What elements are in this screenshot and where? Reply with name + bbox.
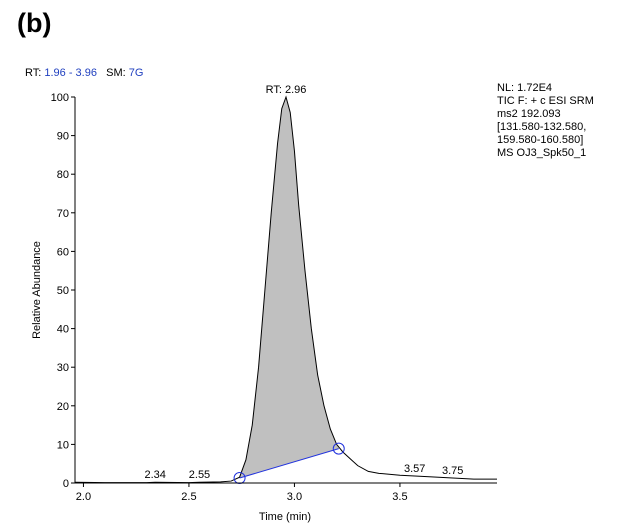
y-tick-label: 90 bbox=[57, 131, 69, 143]
x-tick-label: 2.0 bbox=[76, 491, 91, 503]
peak-label: 3.75 bbox=[442, 465, 463, 477]
integrated-peak-area bbox=[239, 97, 339, 478]
peak-label: 3.57 bbox=[404, 463, 425, 475]
info-line: NL: 1.72E4 bbox=[497, 82, 553, 94]
y-tick-label: 0 bbox=[63, 478, 69, 490]
y-tick-label: 40 bbox=[57, 324, 69, 336]
x-tick-label: 3.0 bbox=[287, 491, 302, 503]
panel-label: (b) bbox=[17, 8, 52, 38]
scan-info: NL: 1.72E4 TIC F: + c ESI SRM ms2 192.09… bbox=[497, 82, 594, 160]
y-tick-label: 80 bbox=[57, 169, 69, 181]
x-axis-label: Time (min) bbox=[259, 511, 311, 523]
plot-area: 0 10 20 30 40 50 60 70 80 90 100 2.0 2.5 3.0 3.5 RT: 2.… bbox=[51, 84, 497, 503]
y-tick-label: 50 bbox=[57, 285, 69, 297]
peak-label: 2.55 bbox=[189, 469, 210, 481]
info-line: 159.580-160.580] bbox=[497, 134, 584, 146]
y-axis-label: Relative Abundance bbox=[31, 241, 43, 339]
peak-end-marker bbox=[332, 442, 345, 455]
y-tick-label: 20 bbox=[57, 401, 69, 413]
integration-baseline bbox=[239, 448, 339, 479]
sm-value: 7G bbox=[128, 67, 144, 79]
peak-label: RT: 2.96 bbox=[266, 84, 307, 96]
y-tick-label: 60 bbox=[57, 246, 69, 258]
y-tick-label: 10 bbox=[57, 439, 69, 451]
y-tick-label: 100 bbox=[51, 92, 69, 104]
info-line: [131.580-132.580, bbox=[497, 121, 587, 133]
chromatogram-trace bbox=[74, 95, 497, 484]
y-tick-label: 70 bbox=[57, 208, 69, 220]
info-line: TIC F: + c ESI SRM bbox=[497, 95, 594, 107]
info-line: MS OJ3_Spk50_1 bbox=[497, 147, 587, 159]
rt-range: 1.96 - 3.96 bbox=[44, 67, 97, 79]
peak-label: 2.34 bbox=[144, 469, 165, 481]
chart-header: RT: 1.96 - 3.96 SM: 7G bbox=[25, 67, 143, 79]
rt-label: RT: bbox=[25, 67, 42, 79]
info-line: ms2 192.093 bbox=[497, 108, 561, 120]
x-tick-label: 2.5 bbox=[181, 491, 196, 503]
sm-label: SM: bbox=[106, 67, 126, 79]
x-tick-label: 3.5 bbox=[392, 491, 407, 503]
y-tick-label: 30 bbox=[57, 362, 69, 374]
